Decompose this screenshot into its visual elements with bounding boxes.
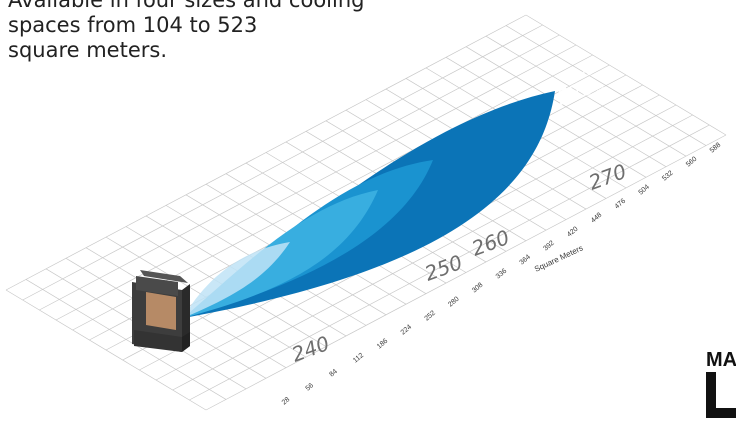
axis-tick-label: 560: [685, 156, 699, 169]
axis-title: Square Meters: [533, 243, 584, 273]
model-label-240: 240: [289, 331, 333, 367]
grid-line: [39, 34, 560, 311]
axis-tick-label: 504: [637, 184, 651, 197]
grid-line: [189, 124, 710, 401]
grid-line: [55, 44, 577, 321]
axis-tick-label: 448: [590, 212, 604, 225]
intro-line-3: square meters.: [8, 38, 167, 62]
axis-tick-label: 420: [566, 226, 580, 239]
callout-value: 523: [554, 74, 598, 110]
axis-tick-label: 392: [542, 240, 556, 253]
model-label-250: 250: [422, 250, 466, 286]
axis-tick-label: 112: [352, 352, 365, 365]
grid-line: [5, 14, 527, 291]
axis-tick-label: 252: [423, 310, 437, 323]
grid-line: [205, 134, 727, 411]
cooling-unit: [132, 270, 190, 352]
axis-tick-label: 364: [519, 254, 533, 267]
axis-tick-label: 84: [328, 368, 339, 378]
axis-tick-label: 308: [471, 282, 485, 295]
intro-line-2: spaces from 104 to 523: [8, 13, 258, 37]
intro-line-1: Available in four sizes and cooling: [8, 0, 365, 12]
brand-logo-text: MA: [706, 349, 736, 371]
axis-tick-label: 588: [709, 142, 723, 155]
coverage-lobe-240: [183, 242, 290, 318]
axis-tick-label: 336: [495, 268, 509, 281]
brand-logo: MA: [704, 348, 736, 428]
axis-tick-label: 28: [281, 396, 292, 406]
axis-tick-label: 532: [661, 170, 675, 183]
axis-tick-label: 56: [305, 382, 316, 392]
grid-line: [22, 24, 543, 301]
axis-tick-label: 280: [447, 296, 461, 309]
grid-line: [172, 114, 693, 391]
intro-text: Available in four sizes and cooling spac…: [8, 0, 365, 63]
axis-tick-label: 476: [614, 198, 628, 211]
callout-unit: m²: [595, 84, 606, 94]
axis-tick-label: 186: [376, 338, 390, 351]
axis-tick-label: 224: [400, 324, 414, 337]
